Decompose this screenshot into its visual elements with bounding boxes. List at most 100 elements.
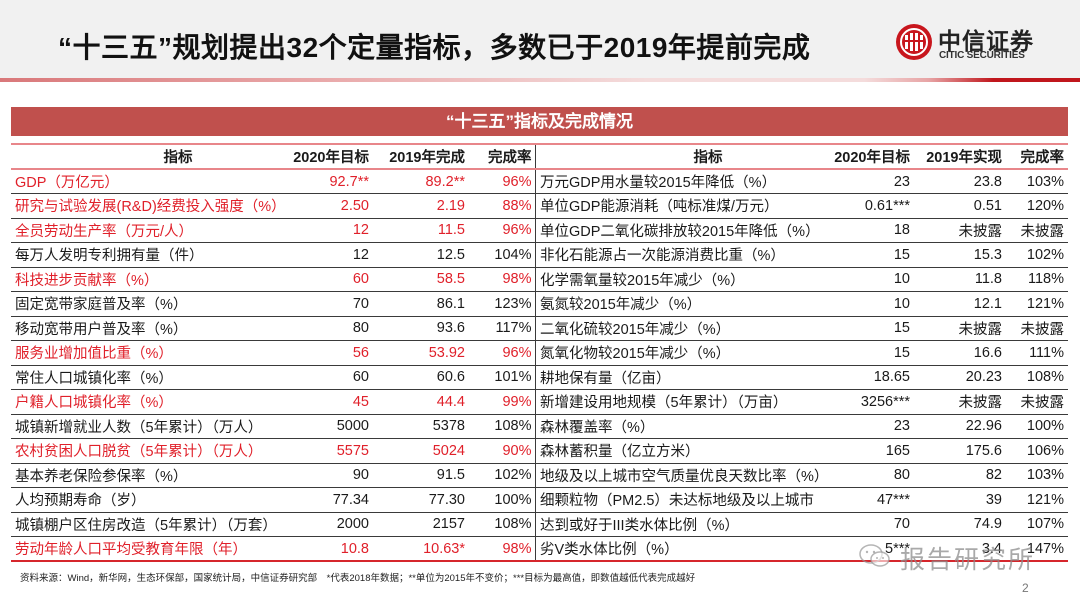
actual-value: 12.5 (436, 246, 465, 263)
table-row: 全员劳动生产率（万元/人） 12 11.5 96% (11, 218, 536, 243)
actual-value: 175.6 (965, 442, 1002, 459)
indicator-name: 固定宽带家庭普及率（%） (15, 297, 188, 314)
actual-value: 5378 (432, 418, 465, 435)
indicator-name: 城镇新增就业人数（5年累计）（万人） (15, 419, 263, 436)
table-header-row: 指标 2020年目标 2019年实现 完成率 (536, 144, 1068, 169)
completion-rate: 88% (469, 193, 536, 218)
indicator-name: 新增建设用地规模（5年累计）（万亩） (540, 395, 788, 412)
actual-value: 20.23 (965, 369, 1002, 386)
header-divider (0, 78, 1080, 82)
table-row: 氮氧化物较2015年减少（%） 15 16.6 111% (536, 341, 1068, 365)
indicator-name: 基本养老保险参保率（%） (15, 468, 188, 485)
table-row: GDP（万亿元） 92.7** 89.2** 96% (11, 169, 536, 194)
indicator-name: 服务业增加值比重（%） (15, 346, 173, 363)
indicator-name: 劣V类水体比例（%） (540, 542, 679, 558)
actual-value: 16.6 (973, 344, 1002, 361)
target-value: 18.65 (873, 369, 910, 386)
table-row: 农村贫困人口脱贫（5年累计）（万人） 5575 5024 90% (11, 438, 536, 463)
citic-logo: 中信证券 CITIC SECURITIES (896, 22, 1056, 62)
actual-value: 2157 (432, 516, 465, 533)
indicator-name: 常住人口城镇化率（%） (15, 370, 173, 387)
completion-rate: 121% (1026, 491, 1064, 508)
completion-rate: 98% (469, 267, 536, 292)
column-header-target: 2020年目标 (293, 150, 369, 166)
indicator-name: 万元GDP用水量较2015年降低（%） (540, 175, 777, 191)
table-row: 人均预期寿命（岁） 77.34 77.30 100% (11, 487, 536, 512)
left-indicator-table: 指标 2020年目标 2019年完成 完成率 GDP（万亿元） 92.7** 89.… (11, 143, 536, 562)
target-value: 18 (893, 222, 910, 239)
target-value: 165 (885, 442, 910, 459)
target-value: 45 (352, 393, 369, 410)
indicator-name: 氮氧化物较2015年减少（%） (540, 346, 731, 363)
actual-value: 86.1 (436, 295, 465, 312)
completion-rate: 104% (469, 242, 536, 267)
completion-rate: 106% (1026, 442, 1064, 459)
indicator-name: 二氧化硫较2015年减少（%） (540, 321, 731, 338)
actual-value: 10.63* (423, 540, 465, 557)
target-value: 15 (893, 246, 910, 263)
target-value: 47*** (876, 491, 910, 508)
target-value: 10 (893, 271, 910, 288)
completion-rate: 147% (1026, 540, 1064, 557)
completion-rate: 102% (1026, 246, 1064, 263)
actual-value: 5024 (432, 442, 465, 459)
table-row: 基本养老保险参保率（%） 90 91.5 102% (11, 463, 536, 488)
actual-value: 89.2** (425, 173, 465, 190)
logo-chinese-name: 中信证券 (938, 28, 1034, 55)
target-value: 10 (893, 295, 910, 312)
table-header-row: 指标 2020年目标 2019年完成 完成率 (11, 144, 536, 169)
indicator-name: 氨氮较2015年减少（%） (540, 297, 702, 314)
actual-value: 82 (985, 467, 1002, 484)
completion-rate: 103% (1026, 467, 1064, 484)
target-value: 92.7** (329, 173, 369, 190)
column-header-indicator: 指标 (693, 150, 723, 166)
indicator-name: 耕地保有量（亿亩） (540, 370, 671, 387)
actual-value: 91.5 (436, 467, 465, 484)
target-value: 5575 (336, 442, 369, 459)
completion-rate: 107% (1026, 516, 1064, 533)
table-row: 科技进步贡献率（%） 60 58.5 98% (11, 267, 536, 292)
target-value: 12 (352, 222, 369, 239)
table-row: 户籍人口城镇化率（%） 45 44.4 99% (11, 389, 536, 414)
table-row: 单位GDP二氧化碳排放较2015年降低（%） 18 未披露 未披露 (536, 218, 1068, 243)
actual-value: 77.30 (428, 491, 465, 508)
indicator-name: 森林蓄积量（亿立方米） (540, 444, 700, 461)
column-header-actual: 2019年完成 (389, 150, 465, 166)
target-value: 80 (893, 467, 910, 484)
target-value: 3256*** (860, 393, 910, 410)
actual-value: 93.6 (436, 320, 465, 337)
completion-rate: 111% (1029, 344, 1064, 361)
completion-rate: 117% (469, 316, 536, 341)
table-row: 每万人发明专利拥有量（件） 12 12.5 104% (11, 242, 536, 267)
indicator-name: 森林覆盖率（%） (540, 419, 655, 436)
indicator-name: 农村贫困人口脱贫（5年累计）（万人） (15, 444, 263, 461)
actual-value: 22.96 (965, 418, 1002, 435)
completion-rate: 103% (1026, 173, 1064, 190)
completion-rate: 101% (469, 365, 536, 390)
column-header-target: 2020年目标 (834, 150, 910, 166)
actual-value: 15.3 (973, 246, 1002, 263)
table-row: 耕地保有量（亿亩） 18.65 20.23 108% (536, 365, 1068, 390)
completion-rate: 102% (469, 463, 536, 488)
table-row: 常住人口城镇化率（%） 60 60.6 101% (11, 365, 536, 390)
indicator-name: 单位GDP能源消耗（吨标准煤/万元） (540, 199, 779, 216)
table-row: 城镇新增就业人数（5年累计）（万人） 5000 5378 108% (11, 414, 536, 439)
table-row: 化学需氧量较2015年减少（%） 10 11.8 118% (536, 267, 1068, 292)
completion-rate: 96% (469, 218, 536, 243)
column-header-rate: 完成率 (469, 144, 536, 169)
completion-rate: 未披露 (1020, 395, 1065, 412)
actual-value: 74.9 (973, 516, 1002, 533)
completion-rate: 120% (1026, 197, 1064, 214)
completion-rate: 108% (469, 512, 536, 537)
column-header-indicator: 指标 (163, 150, 193, 166)
target-value: 5000 (336, 418, 369, 435)
table-row: 劳动年龄人口平均受教育年限（年） 10.8 10.63* 98% (11, 536, 536, 561)
indicator-name: 单位GDP二氧化碳排放较2015年降低（%） (540, 223, 820, 240)
actual-value: 12.1 (973, 295, 1002, 312)
target-value: 0.61*** (864, 197, 910, 214)
completion-rate: 108% (469, 414, 536, 439)
target-value: 12 (352, 246, 369, 263)
completion-rate: 108% (1026, 369, 1064, 386)
target-value: 77.34 (332, 491, 369, 508)
table-row: 二氧化硫较2015年减少（%） 15 未披露 未披露 (536, 316, 1068, 341)
